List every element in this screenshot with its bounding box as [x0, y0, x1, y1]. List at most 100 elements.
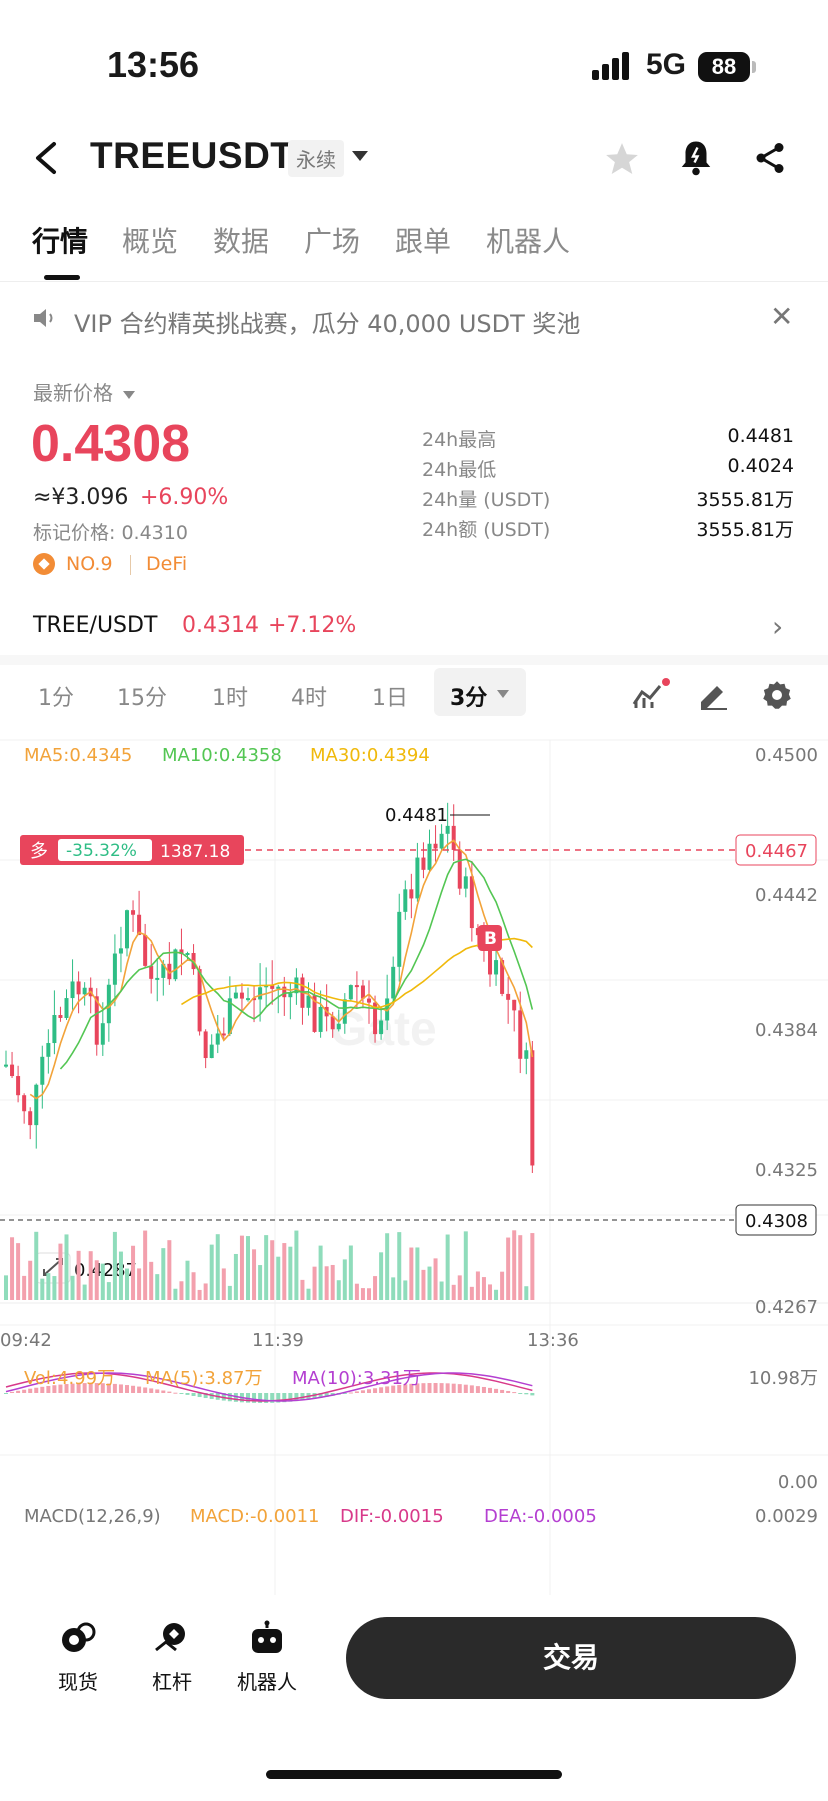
vol-tick: 10.98万: [748, 1368, 818, 1389]
tab-market[interactable]: 行情: [32, 225, 89, 258]
bell-icon[interactable]: [678, 138, 714, 178]
back-icon[interactable]: [32, 140, 60, 176]
tab-square[interactable]: 广场: [304, 225, 361, 258]
buy-marker[interactable]: [478, 925, 502, 951]
macd-bar: [264, 1393, 269, 1403]
vol-ma10-label: MA(10):3.31万: [292, 1368, 421, 1389]
nav-margin[interactable]: 杠杆: [127, 1620, 217, 1695]
interval-4h[interactable]: 4时: [291, 686, 327, 711]
volume-bar: [294, 1230, 299, 1300]
tab-underline: [44, 275, 80, 280]
chevron-down-icon[interactable]: [352, 151, 368, 163]
sector-label[interactable]: DeFi: [146, 553, 188, 575]
battery-icon: 88: [698, 52, 750, 82]
spot-pair-change: +7.12%: [268, 613, 357, 638]
macd-bar: [403, 1384, 408, 1393]
nav-spot[interactable]: 现货: [33, 1620, 123, 1695]
macd-bar: [40, 1386, 45, 1393]
tab-data[interactable]: 数据: [213, 225, 270, 258]
macd-bar: [282, 1393, 287, 1403]
volume-bar: [131, 1245, 136, 1300]
announcement-text[interactable]: VIP 合约精英挑战赛，瓜分 40,000 USDT 奖池: [74, 310, 581, 338]
macd-bar: [167, 1391, 172, 1393]
nav-bot[interactable]: 机器人: [222, 1620, 312, 1695]
volume-bar: [209, 1244, 214, 1300]
candle: [433, 843, 438, 849]
candle: [379, 1020, 384, 1035]
caret-down-icon: [123, 391, 136, 399]
volume-bar: [173, 1288, 178, 1300]
draw-icon[interactable]: [697, 680, 729, 710]
candle: [270, 984, 275, 989]
tab-copytrade[interactable]: 跟单: [395, 225, 452, 258]
candle: [463, 876, 468, 889]
volume-bar: [252, 1249, 257, 1300]
indicator-icon[interactable]: [630, 678, 670, 710]
spot-pair-name[interactable]: TREE/USDT: [33, 613, 158, 638]
candle: [173, 949, 178, 980]
tab-bot[interactable]: 机器人: [486, 225, 571, 258]
macd-bar: [451, 1383, 456, 1393]
candle: [137, 914, 142, 935]
settings-icon[interactable]: [762, 680, 792, 710]
stat-volume-value: 3555.81万: [696, 489, 794, 511]
candle: [427, 843, 432, 870]
volume-bar: [112, 1231, 117, 1300]
share-icon[interactable]: [752, 140, 788, 176]
trade-button[interactable]: 交易: [346, 1617, 796, 1699]
volume-bar: [276, 1256, 281, 1300]
current-price-tag-text: 0.4308: [745, 1211, 808, 1232]
macd-bar: [125, 1385, 129, 1393]
stat-high-label: 24h最高: [422, 429, 497, 451]
close-icon[interactable]: ✕: [770, 300, 794, 333]
candle: [385, 998, 390, 1021]
volume-bar: [451, 1284, 456, 1300]
dea-value: DEA:-0.0005: [484, 1506, 597, 1527]
volume-bar: [197, 1289, 202, 1300]
home-indicator: [266, 1770, 562, 1779]
star-icon[interactable]: [603, 140, 641, 178]
price-tick: 0.4442: [755, 885, 818, 906]
volume-bar: [348, 1245, 353, 1300]
interval-selected[interactable]: [434, 668, 526, 716]
candle: [34, 1084, 39, 1126]
macd-bar: [100, 1383, 105, 1393]
candle: [409, 889, 414, 899]
macd-bar: [463, 1384, 468, 1393]
tab-overview[interactable]: 概览: [122, 225, 179, 258]
volume-bar: [203, 1283, 208, 1300]
volume-bar: [258, 1265, 263, 1300]
interval-1d[interactable]: 1日: [372, 686, 408, 711]
dea-line: [5, 1372, 533, 1402]
contract-type-tag[interactable]: 永续: [288, 140, 344, 177]
interval-1m[interactable]: 1分: [38, 686, 74, 711]
buy-marker-label: B: [484, 929, 497, 949]
volume-bar: [64, 1234, 69, 1300]
volume-bar: [16, 1243, 21, 1300]
macd-bar: [131, 1385, 136, 1393]
macd-bar: [360, 1390, 365, 1393]
volume-bar: [391, 1277, 396, 1300]
latest-price-label[interactable]: 最新价格: [33, 377, 136, 406]
stat-low-label: 24h最低: [422, 459, 497, 481]
chevron-right-icon[interactable]: ›: [772, 610, 784, 643]
candle: [360, 985, 365, 999]
volume-bar: [367, 1288, 371, 1300]
volume-bar: [28, 1260, 33, 1300]
macd-value: MACD:-0.0011: [190, 1506, 320, 1527]
macd-bar: [46, 1385, 51, 1393]
volume-bar: [500, 1271, 505, 1300]
volume-bar: [360, 1288, 365, 1300]
interval-1h[interactable]: 1时: [212, 686, 248, 711]
interval-15m[interactable]: 15分: [117, 686, 167, 711]
position-price-tag-text: 0.4467: [745, 841, 808, 862]
volume-bar: [488, 1284, 492, 1300]
chevron-down-icon: [497, 690, 509, 698]
macd-bar: [155, 1389, 160, 1393]
candle: [118, 948, 123, 954]
candle: [167, 963, 172, 980]
candle: [342, 999, 347, 1024]
kline-chart[interactable]: Gate 多 -35.32% 1387.18 0.4467 0.4308 0.4…: [0, 735, 828, 1595]
rank-label[interactable]: NO.9: [66, 553, 113, 575]
macd-bar: [173, 1392, 178, 1394]
